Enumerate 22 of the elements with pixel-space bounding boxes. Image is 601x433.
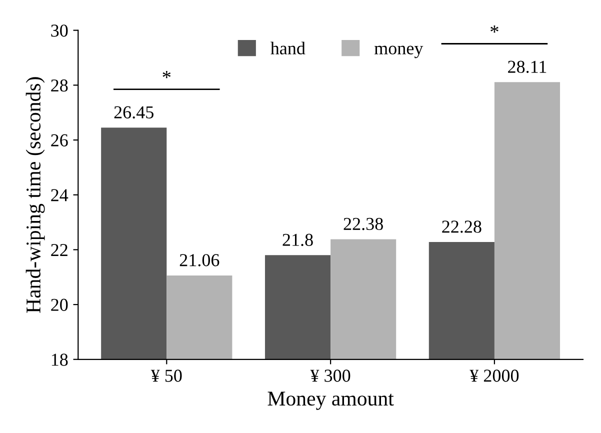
data-label: 22.38 <box>344 218 383 230</box>
y-tick-label: 22 <box>51 244 68 256</box>
annotation: * <box>162 71 171 78</box>
data-label: 26.45 <box>114 106 154 119</box>
y-tick-label: 18 <box>52 354 68 366</box>
annotation: * <box>490 26 498 33</box>
x-axis-title: Money amount <box>268 392 394 410</box>
data-label: 21.06 <box>180 254 220 266</box>
data-label: 22.28 <box>442 220 482 233</box>
x-tick-label: ¥ 50 <box>150 370 182 382</box>
y-tick-label: 28 <box>51 79 68 92</box>
legend-label: money <box>374 46 424 58</box>
y-tick-label: 24 <box>51 189 68 202</box>
data-label: 28.11 <box>508 60 546 73</box>
y-tick-label: 20 <box>51 298 68 311</box>
x-tick-label: ¥ 2000 <box>470 370 519 382</box>
y-tick-label: 26 <box>51 134 68 146</box>
legend-label: hand <box>270 42 306 54</box>
y-tick-label: 30 <box>51 24 68 37</box>
data-label: 21.8 <box>282 234 313 246</box>
x-tick-label: ¥ 300 <box>310 370 350 382</box>
y-axis-title: Hand-wiping time (seconds) <box>26 77 45 313</box>
